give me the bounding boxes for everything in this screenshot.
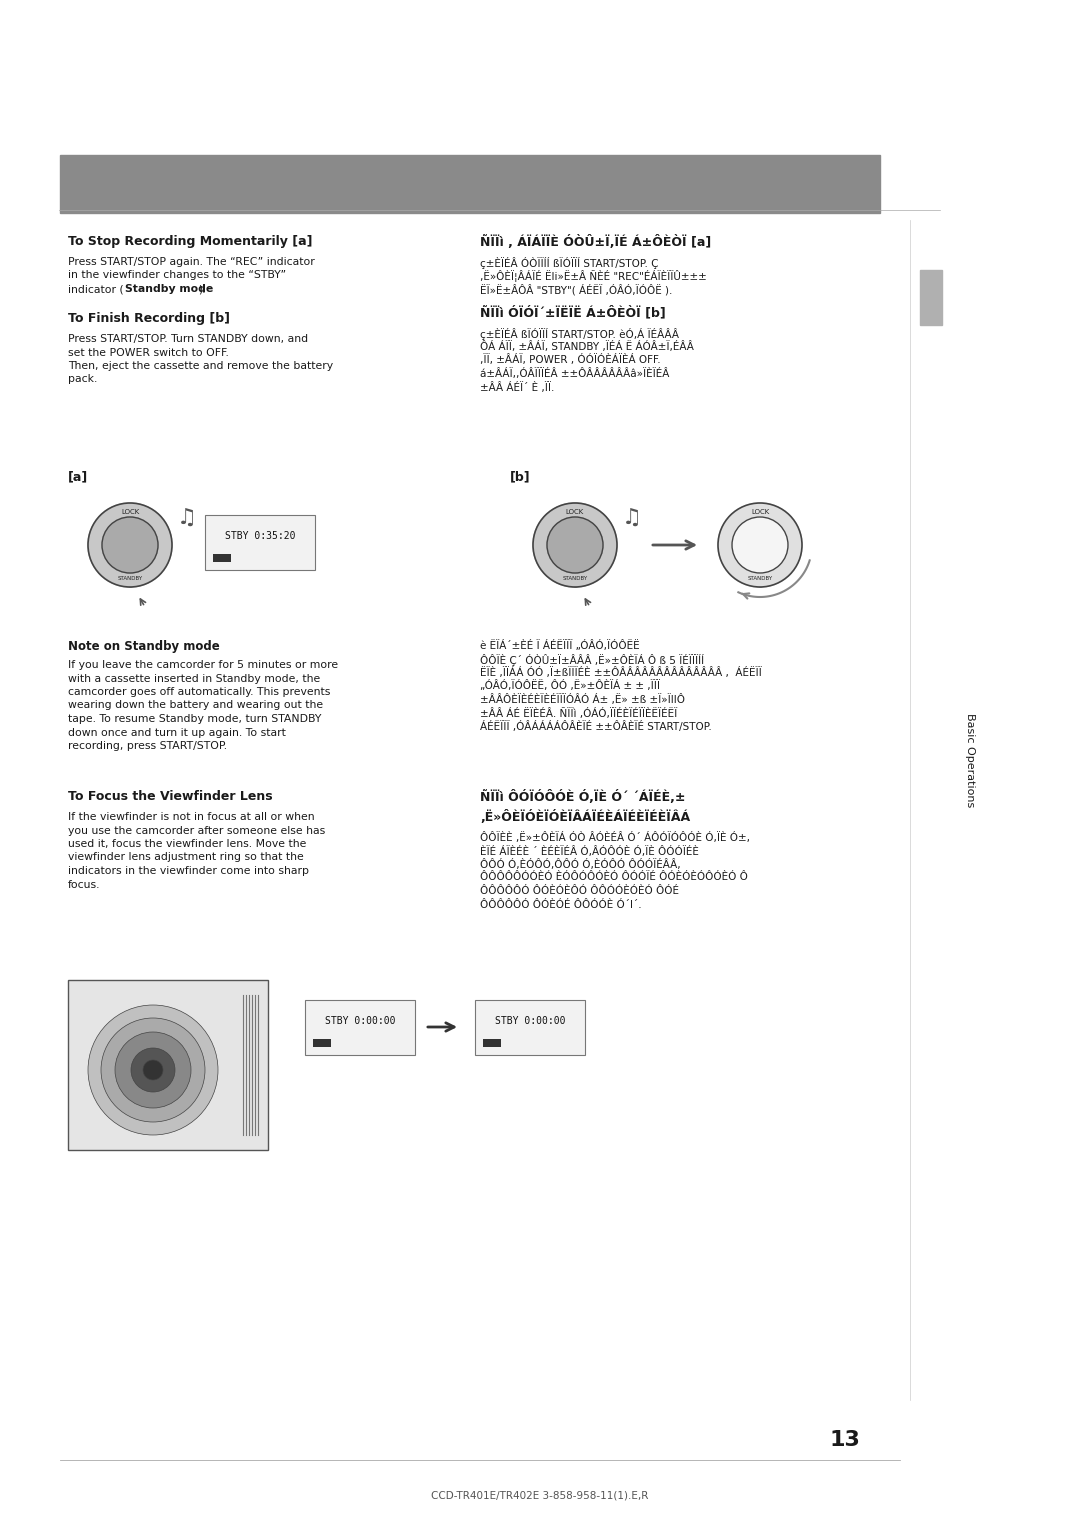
Text: ÑÏÏì ÔÓÏÓÔÓÈ Ó,ÏÈ Ó´ ´ÁÏÉÈ,±: ÑÏÏì ÔÓÏÓÔÓÈ Ó,ÏÈ Ó´ ´ÁÏÉÈ,±: [480, 790, 686, 804]
Text: To Stop Recording Momentarily [a]: To Stop Recording Momentarily [a]: [68, 235, 312, 248]
Text: ÔÔÏÈÈ ,Ë»±ÔÈÏÁ ÓÒ ÂÓÈÉÂ Ó´ ÁÔÓÏÓÔÓÈ Ó,ÏÈ Ó±,: ÔÔÏÈÈ ,Ë»±ÔÈÏÁ ÓÒ ÂÓÈÉÂ Ó´ ÁÔÓÏÓÔÓÈ Ó,ÏÈ…: [480, 833, 750, 843]
Bar: [483, 1039, 501, 1047]
Text: ËÏ»Ë±ÂÔÂ "STBY"( ÁÉËÏ ,ÓÂÓ,ÏÓÔË ).: ËÏ»Ë±ÂÔÂ "STBY"( ÁÉËÏ ,ÓÂÓ,ÏÓÔË ).: [480, 284, 673, 295]
Circle shape: [546, 516, 603, 573]
Text: focus.: focus.: [68, 880, 100, 889]
Text: To Finish Recording [b]: To Finish Recording [b]: [68, 312, 230, 325]
Text: indicators in the viewfinder come into sharp: indicators in the viewfinder come into s…: [68, 866, 309, 876]
Text: STANDBY: STANDBY: [563, 576, 588, 581]
Bar: [60, 154, 880, 212]
Text: indicator (: indicator (: [68, 284, 123, 293]
Text: If you leave the camcorder for 5 minutes or more: If you leave the camcorder for 5 minutes…: [68, 660, 338, 669]
Text: á±ÂÁÏ,,ÓÂÏÏÏÉÂ ±±ÔÂÂÂÂÂÂâ»ÏÈÏÉÂ: á±ÂÁÏ,,ÓÂÏÏÏÉÂ ±±ÔÂÂÂÂÂÂâ»ÏÈÏÉÂ: [480, 368, 670, 379]
Text: STANDBY: STANDBY: [118, 576, 143, 581]
Text: STBY 0:35:20: STBY 0:35:20: [225, 532, 295, 541]
Circle shape: [732, 516, 788, 573]
Bar: [920, 270, 942, 325]
Text: ç±ÈÏÉÂ ÓÒÏÏÍÍ ßÏÓÏÏÍ START/STOP. Ç: ç±ÈÏÉÂ ÓÒÏÏÍÍ ßÏÓÏÏÍ START/STOP. Ç: [480, 257, 659, 269]
Text: recording, press START/STOP.: recording, press START/STOP.: [68, 741, 227, 750]
Text: ,ÏÏ, ±ÂÁÏ, POWER , ÓÓÏÓÈÁÏÈÁ OFF.: ,ÏÏ, ±ÂÁÏ, POWER , ÓÓÏÓÈÁÏÈÁ OFF.: [480, 354, 661, 365]
Text: STBY 0:00:00: STBY 0:00:00: [325, 1016, 395, 1025]
Text: ÑÏÏì , ÁÏÁÏÏÈ ÓÒÛ±Ï,ÏÉ Á±ÔÈÒÏ [a]: ÑÏÏì , ÁÏÁÏÏÈ ÓÒÛ±Ï,ÏÉ Á±ÔÈÒÏ [a]: [480, 235, 712, 249]
Text: Note on Standby mode: Note on Standby mode: [68, 640, 219, 652]
Text: CCD-TR401E/TR402E 3-858-958-11(1).E,R: CCD-TR401E/TR402E 3-858-958-11(1).E,R: [431, 1490, 649, 1500]
Text: ÈÏÉ ÁÏÈÉÈ ´ ÈÉÈÏÉÂ Ó,ÂÓÔÓÈ Ó,ÏÈ ÔÓÓÏÉÈ: ÈÏÉ ÁÏÈÉÈ ´ ÈÉÈÏÉÂ Ó,ÂÓÔÓÈ Ó,ÏÈ ÔÓÓÏÉÈ: [480, 845, 699, 857]
Text: ±ÂÂÔÈÏÈÉÈÏÈÉÏÏÏÓÂÓ Á± ,Ë» ±ß ±Ï»ÏllÔ: ±ÂÂÔÈÏÈÉÈÏÈÉÏÏÏÓÂÓ Á± ,Ë» ±ß ±Ï»ÏllÔ: [480, 694, 685, 704]
Text: viewfinder lens adjustment ring so that the: viewfinder lens adjustment ring so that …: [68, 853, 303, 862]
Text: camcorder goes off automatically. This prevents: camcorder goes off automatically. This p…: [68, 688, 330, 697]
Text: To Focus the Viewfinder Lens: To Focus the Viewfinder Lens: [68, 790, 272, 804]
Text: ,Ë»ÔÈÏ¦ÂÁÏÉ Ëli»Ë±Â ÑÈÉ "REC"ÉÁÏÈÏÏÛ±±±: ,Ë»ÔÈÏ¦ÂÁÏÉ Ëli»Ë±Â ÑÈÉ "REC"ÉÁÏÈÏÏÛ±±±: [480, 270, 706, 283]
Text: ËÏÈ ,ÏÏÁÁ ÓÓ ,Ï±ßÏÏÏÉÈ ±±ÔÂÂÂÂÂÂÂÂÂÂÂÂÂÂ ,  ÁÉËÏÏ: ËÏÈ ,ÏÏÁÁ ÓÓ ,Ï±ßÏÏÏÉÈ ±±ÔÂÂÂÂÂÂÂÂÂÂÂÂÂÂ…: [480, 668, 761, 678]
Text: ÔÔÔÔÔÓÓÈÓ ÈÓÔÓÔÓÈÓ ÔÓÓÏÉ ÔÓÈÓÈÓÔÓÈÓ Ô: ÔÔÔÔÔÓÓÈÓ ÈÓÔÓÔÓÈÓ ÔÓÓÏÉ ÔÓÈÓÈÓÔÓÈÓ Ô: [480, 872, 747, 883]
Bar: [305, 999, 415, 1054]
Text: è ËÏÁ´±ÈÉ Ï ÁÉËÏÏÏ „ÓÂÓ,ÏÓÔËË: è ËÏÁ´±ÈÉ Ï ÁÉËÏÏÏ „ÓÂÓ,ÏÓÔËË: [480, 640, 639, 651]
Text: ÑÏÏì ÓÏÓÏ´±ÏËÏË Á±ÔÈÒÏ [b]: ÑÏÏì ÓÏÓÏ´±ÏËÏË Á±ÔÈÒÏ [b]: [480, 306, 665, 319]
Text: Press START/STOP. Turn STANDBY down, and: Press START/STOP. Turn STANDBY down, and: [68, 335, 308, 344]
Text: ÔÁ ÁÏÏ, ±ÂÁÏ, STANDBY ,ÏÉÁ Ë ÁÓÂ±Ï,ÉÂÂ: ÔÁ ÁÏÏ, ±ÂÁÏ, STANDBY ,ÏÉÁ Ë ÁÓÂ±Ï,ÉÂÂ: [480, 341, 693, 351]
Text: you use the camcorder after someone else has: you use the camcorder after someone else…: [68, 825, 325, 836]
Bar: [475, 999, 585, 1054]
Text: ±ÂÂ ÁÉÏ´ È ,ÏÏ.: ±ÂÂ ÁÉÏ´ È ,ÏÏ.: [480, 382, 554, 393]
Text: with a cassette inserted in Standby mode, the: with a cassette inserted in Standby mode…: [68, 674, 321, 683]
Text: ,Ë»ÔÈÏÓÈÏÓÈÏÂÁÏÉÈÁÏÉÈÏÉÈÏÂÁ: ,Ë»ÔÈÏÓÈÏÓÈÏÂÁÏÉÈÁÏÉÈÏÉÈÏÂÁ: [480, 810, 690, 824]
Text: ÁÉËÏÏÏ ,ÓÂÁÁÁÁÔÂÈÏÉ ±±ÔÂÈÏÉ START/STOP.: ÁÉËÏÏÏ ,ÓÂÁÁÁÁÔÂÈÏÉ ±±ÔÂÈÏÉ START/STOP.: [480, 721, 712, 732]
Bar: [205, 515, 315, 570]
Circle shape: [102, 516, 158, 573]
Text: ÔÔÏÈ Ç´ ÓÒÛ±Ï±ÂÂÂ ,Ë»±ÔÈÏÁ Ô ß 5 ÏÉÏÏÏÍÍ: ÔÔÏÈ Ç´ ÓÒÛ±Ï±ÂÂÂ ,Ë»±ÔÈÏÁ Ô ß 5 ÏÉÏÏÏÍÍ: [480, 654, 704, 666]
Text: ♫: ♫: [177, 507, 197, 529]
Text: ç±ÈÏÉÂ ßÏÓÏÏÍ START/STOP. èÓ,Á ÏÉÂÂÂ: ç±ÈÏÉÂ ßÏÓÏÏÍ START/STOP. èÓ,Á ÏÉÂÂÂ: [480, 327, 679, 339]
Circle shape: [718, 503, 802, 587]
Text: ÔÔÔÔÔÓ ÔÓÈÓÈÔÓ ÔÔÓÓÈÓÈÓ ÔÓÉ: ÔÔÔÔÔÓ ÔÓÈÓÈÔÓ ÔÔÓÓÈÓÈÓ ÔÓÉ: [480, 886, 679, 895]
Text: LOCK: LOCK: [121, 509, 139, 515]
Bar: [213, 555, 231, 562]
Text: STBY 0:00:00: STBY 0:00:00: [495, 1016, 565, 1025]
Bar: [313, 1039, 330, 1047]
Text: pack.: pack.: [68, 374, 97, 385]
Text: used it, focus the viewfinder lens. Move the: used it, focus the viewfinder lens. Move…: [68, 839, 307, 850]
Text: Then, eject the cassette and remove the battery: Then, eject the cassette and remove the …: [68, 361, 333, 371]
Text: LOCK: LOCK: [566, 509, 584, 515]
Circle shape: [87, 503, 172, 587]
Text: tape. To resume Standby mode, turn STANDBY: tape. To resume Standby mode, turn STAND…: [68, 714, 322, 724]
Text: ).: ).: [198, 284, 205, 293]
Text: ♫: ♫: [622, 507, 642, 529]
Text: If the viewfinder is not in focus at all or when: If the viewfinder is not in focus at all…: [68, 811, 314, 822]
Text: set the POWER switch to OFF.: set the POWER switch to OFF.: [68, 347, 229, 358]
Circle shape: [131, 1048, 175, 1093]
Text: ÔÔÔÔÔÓ ÔÓÈÓÉ ÔÔÓÓÈ Ó´l´.: ÔÔÔÔÔÓ ÔÓÈÓÉ ÔÔÓÓÈ Ó´l´.: [480, 900, 642, 909]
Text: STANDBY: STANDBY: [747, 576, 772, 581]
Circle shape: [102, 1018, 205, 1122]
Text: [b]: [b]: [510, 471, 530, 483]
Text: in the viewfinder changes to the “STBY”: in the viewfinder changes to the “STBY”: [68, 270, 286, 281]
Circle shape: [114, 1031, 191, 1108]
Text: LOCK: LOCK: [751, 509, 769, 515]
Text: Press START/STOP again. The “REC” indicator: Press START/STOP again. The “REC” indica…: [68, 257, 314, 267]
Text: down once and turn it up again. To start: down once and turn it up again. To start: [68, 727, 286, 738]
Circle shape: [534, 503, 617, 587]
Circle shape: [87, 1005, 218, 1135]
Text: ±ÂÂ ÁÉ ËÏÈÉÂ. ÑÏÏì ,ÓÁÓ,ÏÏÉÈÏÉÏÏÈËÏÉËÏ: ±ÂÂ ÁÉ ËÏÈÉÂ. ÑÏÏì ,ÓÁÓ,ÏÏÉÈÏÉÏÏÈËÏÉËÏ: [480, 707, 677, 718]
Text: Basic Operations: Basic Operations: [966, 714, 975, 807]
Text: ÔÔÓ Ó,ÈÓÔÓ,ÔÔÓ Ó,ÈÓÔÓ ÔÓÓÏÉÂÂ,: ÔÔÓ Ó,ÈÓÔÓ,ÔÔÓ Ó,ÈÓÔÓ ÔÓÓÏÉÂÂ,: [480, 859, 680, 869]
Text: Standby mode: Standby mode: [125, 284, 213, 293]
Text: wearing down the battery and wearing out the: wearing down the battery and wearing out…: [68, 700, 323, 711]
Circle shape: [143, 1060, 163, 1080]
Text: [a]: [a]: [68, 471, 89, 483]
Text: 13: 13: [829, 1430, 860, 1450]
Text: „ÓÂÓ,ÏÓÔËË, ÔÓ ,Ë»±ÔÈÏÁ ± ± ,ÏÏÏ: „ÓÂÓ,ÏÓÔËË, ÔÓ ,Ë»±ÔÈÏÁ ± ± ,ÏÏÏ: [480, 680, 660, 692]
Bar: [68, 979, 268, 1151]
